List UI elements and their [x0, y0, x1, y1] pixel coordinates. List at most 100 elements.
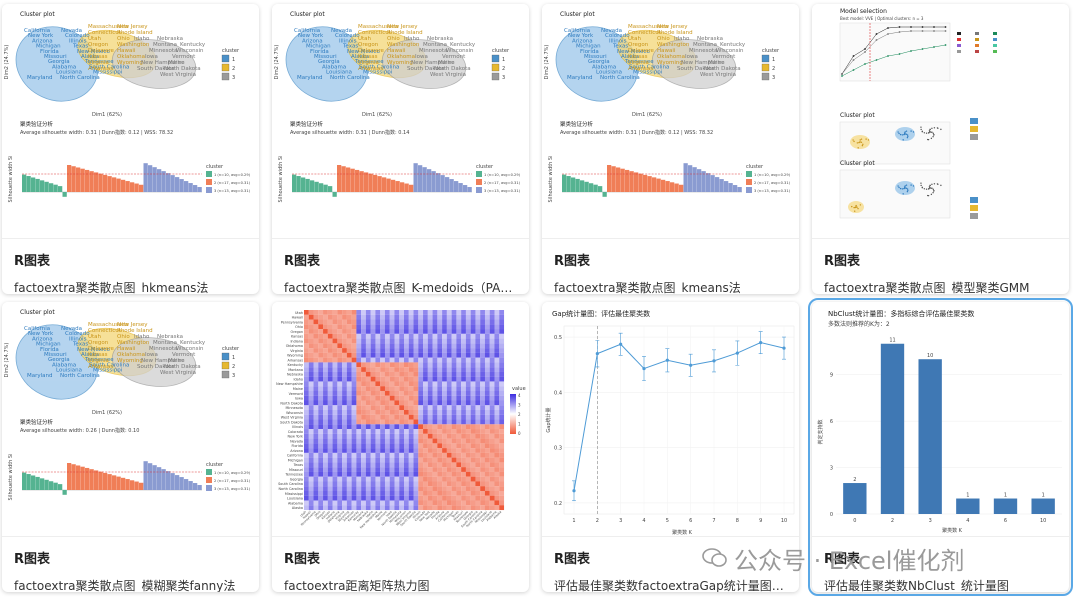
heatmap-cell: [494, 505, 500, 511]
wechat-watermark: 公众号 · Excel催化剂: [702, 540, 964, 576]
heatmap-col-label: Maine: [374, 510, 383, 519]
heatmap-cell: [304, 314, 309, 320]
state-label: Wyoming: [117, 358, 143, 364]
chart-card-fanny[interactable]: Cluster plot Dim2 (24.7%) Dim1 (62%) Califo…: [2, 302, 259, 592]
heatmap-cell: [456, 343, 462, 349]
silhouette-bar: [80, 466, 85, 490]
heatmap-cell: [408, 343, 414, 349]
heatmap-cell: [384, 452, 390, 458]
heatmap-cell: [313, 310, 319, 315]
heatmap-cell: [413, 471, 419, 477]
card-caption[interactable]: factoextra距离矩阵热力图: [284, 579, 430, 592]
heatmap-cell: [332, 452, 338, 458]
heatmap-cell: [413, 438, 419, 444]
heatmap-cell: [332, 343, 338, 349]
heatmap-cell: [365, 333, 371, 339]
gmm-point: [857, 207, 859, 210]
heatmap-cell: [446, 338, 452, 344]
gap-point: [689, 363, 693, 367]
heatmap-row-label: South Carolina: [278, 482, 303, 486]
heatmap-cell: [318, 490, 324, 496]
heatmap-cell: [413, 457, 419, 463]
silhouette-bar: [76, 465, 81, 490]
heatmap-cell: [480, 443, 486, 449]
state-label: Vermont: [442, 54, 466, 60]
chart-card-nbclust[interactable]: NbClust统计量图：多指标综合评估最佳聚类数 多数法则推荐的K为：2 判定支…: [808, 298, 1073, 596]
heatmap-cell: [423, 329, 428, 334]
heatmap-cell: [437, 443, 443, 449]
heatmap-cell: [370, 376, 376, 382]
heatmap-cell: [442, 438, 447, 444]
state-label: Kentucky: [720, 42, 746, 48]
heatmap-cell: [384, 324, 390, 330]
heatmap-cell: [499, 381, 505, 387]
heatmap-cell: [342, 395, 347, 401]
heatmap-cell: [356, 405, 362, 411]
card-caption[interactable]: factoextra聚类散点图_模型聚类GMM: [824, 281, 1030, 294]
nb-bar-label: 1: [966, 493, 969, 499]
heatmap-cell: [423, 476, 428, 482]
heatmap-cell: [375, 376, 381, 382]
chart-card-gmm[interactable]: Model selection Best model: VVE | Optima…: [812, 4, 1069, 294]
heatmap-cell: [480, 490, 486, 496]
silhouette-bar: [166, 471, 171, 490]
heatmap-cell: [384, 467, 390, 472]
chart-card-kmeans[interactable]: Cluster plot Dim2 (24.7%) Dim1 (62%) Califo…: [542, 4, 799, 294]
heatmap-cell: [470, 443, 476, 449]
heatmap-cell: [423, 343, 428, 349]
heatmap-cell: [442, 467, 447, 472]
card-caption[interactable]: factoextra聚类散点图_模糊聚类fanny法: [14, 579, 236, 592]
heatmap-cell: [399, 376, 405, 382]
chart-card-heatmap[interactable]: Utah Hawaii Pennsylvania Ohio Oregon Kansas In…: [272, 302, 529, 592]
heatmap-cell: [304, 343, 309, 349]
heatmap-cell: [318, 348, 324, 353]
heatmap-cell: [380, 314, 386, 320]
heatmap-cell: [484, 433, 490, 439]
heatmap-cell: [489, 357, 495, 363]
heatmap-cell: [432, 433, 438, 439]
heatmap-cell: [361, 467, 366, 472]
heatmap-cell: [361, 452, 366, 458]
heatmap-cell: [432, 400, 438, 406]
silhouette-bar: [134, 183, 139, 192]
silhouette-bar: [62, 490, 67, 495]
gmm-subtitle: Best model: VVE | Optimal clusters: n = …: [840, 16, 924, 21]
heatmap-cell: [342, 376, 347, 382]
heatmap-cell: [370, 467, 376, 472]
heatmap-cell: [351, 400, 357, 406]
heatmap-cell: [332, 405, 338, 411]
heatmap-cell: [418, 376, 424, 382]
card-caption[interactable]: factoextra聚类散点图_K-medoids（PAM）法: [284, 281, 519, 294]
heatmap-cell: [413, 338, 419, 344]
heatmap-cell: [380, 438, 386, 444]
heatmap-cell: [451, 452, 457, 458]
heatmap-cell: [446, 367, 452, 372]
heatmap-cell: [475, 405, 481, 411]
chart-card-gap[interactable]: Gap统计量图：评估最佳聚类数 Gap统计量 聚类数 K 0.5 0.4 0.3 0.…: [542, 302, 799, 592]
gmm-point: [921, 130, 923, 133]
heatmap-cell: [370, 462, 376, 468]
card-caption[interactable]: factoextra聚类散点图_kmeans法: [554, 281, 741, 294]
card-caption[interactable]: factoextra聚类散点图_hkmeans法: [14, 281, 209, 294]
state-label: South Dakota: [677, 66, 714, 72]
heatmap-cell: [484, 381, 490, 387]
heatmap-cell: [480, 357, 486, 363]
heatmap-cell: [446, 343, 452, 349]
heatmap-cell: [456, 319, 462, 325]
heatmap-cell: [327, 429, 333, 434]
card-caption[interactable]: 评估最佳聚类数factoextraGap统计量图_clusGap: [554, 579, 789, 592]
chart-card-pam[interactable]: Cluster plot Dim2 (24.7%) Dim1 (62%) Califo…: [272, 4, 529, 294]
heatmap-cell: [304, 462, 309, 468]
heatmap-cell: [342, 338, 347, 344]
heatmap-cell: [337, 457, 343, 463]
heatmap-cell: [494, 486, 500, 492]
heatmap-cell: [494, 400, 500, 406]
heatmap-cell: [461, 348, 466, 353]
heatmap-cell: [304, 438, 309, 444]
chart-card-hkmeans[interactable]: Cluster plot Dim2 (24.7%) Dim1 (62%) Califo…: [2, 4, 259, 294]
heatmap-cell: [313, 314, 319, 320]
card-caption[interactable]: 评估最佳聚类数NbClust_统计量图: [824, 579, 1009, 592]
heatmap-cell: [318, 448, 324, 453]
heatmap-cell: [475, 505, 481, 511]
heatmap-row-label: Utah: [295, 311, 303, 315]
